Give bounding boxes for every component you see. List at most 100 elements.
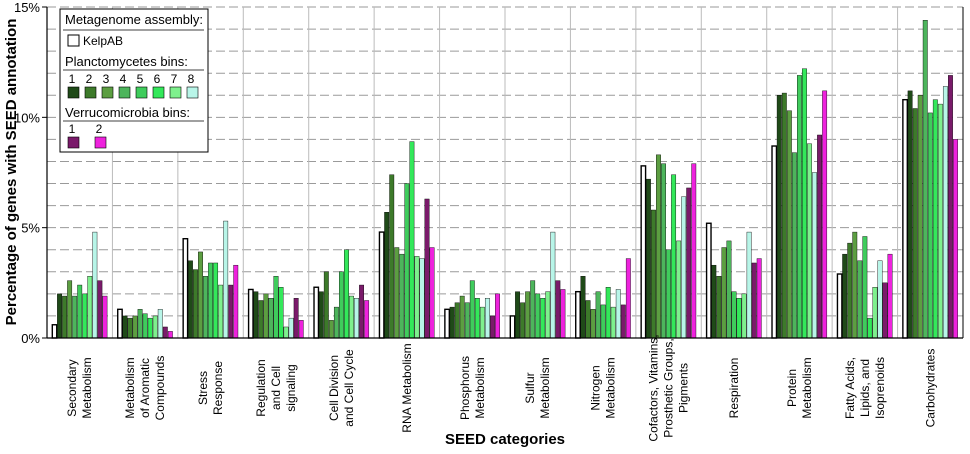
bar xyxy=(67,280,73,339)
bar xyxy=(681,196,687,339)
bar xyxy=(51,324,58,339)
bar xyxy=(872,287,878,339)
x-category-label: Respiration xyxy=(727,358,741,419)
bar xyxy=(948,75,953,339)
bar xyxy=(122,315,128,339)
bar xyxy=(354,298,359,339)
bar xyxy=(686,187,692,339)
bar xyxy=(318,291,324,339)
x-category-label: Secondary xyxy=(65,359,79,416)
bar xyxy=(756,258,762,339)
x-category-label: Metabolism xyxy=(80,357,94,418)
x-category-label: Cofactors, Vitamins, xyxy=(647,334,661,441)
bar xyxy=(912,108,918,339)
bar xyxy=(344,249,349,339)
bar xyxy=(187,260,193,339)
bar xyxy=(62,295,68,339)
bar xyxy=(233,264,239,339)
bar xyxy=(359,284,365,339)
bar xyxy=(449,306,455,339)
bar xyxy=(409,141,415,339)
legend-number: 2 xyxy=(96,122,103,136)
bar xyxy=(791,152,797,339)
bar xyxy=(585,300,591,339)
legend-number: 7 xyxy=(171,72,178,86)
bar xyxy=(671,174,677,339)
bar xyxy=(142,313,148,339)
bar xyxy=(645,178,651,339)
x-category-label: Phosphorus xyxy=(458,356,472,420)
legend-swatch xyxy=(84,86,97,99)
x-category-label: Nitrogen xyxy=(589,365,603,410)
bar xyxy=(424,198,430,339)
bar xyxy=(862,236,868,339)
x-category-label: and Cell xyxy=(269,366,283,410)
bar xyxy=(444,308,451,339)
bar xyxy=(550,231,556,339)
bar xyxy=(97,280,103,339)
bar xyxy=(389,174,395,339)
bar xyxy=(515,291,520,339)
bar xyxy=(87,276,93,339)
bar xyxy=(247,288,254,339)
bar xyxy=(666,249,671,339)
bar xyxy=(193,269,198,339)
legend-number: 1 xyxy=(69,72,76,86)
bar xyxy=(479,306,485,339)
bar xyxy=(333,306,339,339)
x-category-label: Metabolism xyxy=(538,357,552,418)
x-category-label: Lipids, and xyxy=(858,359,872,417)
bar xyxy=(132,315,138,339)
bar xyxy=(661,163,666,339)
bar xyxy=(705,222,712,339)
legend-swatch xyxy=(118,86,131,99)
bar xyxy=(152,315,158,339)
legend-number: 1 xyxy=(69,122,76,136)
bar xyxy=(323,271,329,339)
bar xyxy=(555,280,561,339)
bar xyxy=(162,326,168,339)
bar xyxy=(399,253,405,339)
legend-number: 3 xyxy=(103,72,110,86)
bar xyxy=(182,237,189,339)
legend-group1-title: Metagenome assembly: xyxy=(65,12,203,27)
bar xyxy=(530,280,536,339)
x-category-label: Carbohydrates xyxy=(923,349,937,428)
bar xyxy=(937,103,943,339)
legend-box xyxy=(59,8,209,153)
legend-number: 2 xyxy=(86,72,93,86)
bar xyxy=(117,308,123,339)
bar xyxy=(877,260,883,339)
x-category-label: Response xyxy=(211,361,225,415)
x-category-label: Protein xyxy=(785,369,799,407)
bar xyxy=(253,291,259,339)
legend-swatch xyxy=(135,86,148,99)
bar xyxy=(711,264,717,339)
legend-number: 6 xyxy=(154,72,161,86)
bar xyxy=(751,262,757,339)
x-category-labels: Secondary Metabolism Metabolism of Aromatic… xyxy=(65,334,937,441)
x-category-label: of Aromatic xyxy=(138,358,152,418)
x-category-label: and Cell Cycle xyxy=(342,349,356,427)
bar xyxy=(741,293,747,339)
x-category-label: Cell Division xyxy=(327,355,341,421)
bar xyxy=(776,95,782,339)
bar xyxy=(651,209,656,339)
x-category-label: Compounds xyxy=(153,356,167,421)
bar xyxy=(364,300,370,339)
bar xyxy=(852,231,858,339)
bar xyxy=(384,212,390,339)
bar xyxy=(812,172,817,339)
legend-swatch-kelpab xyxy=(67,34,80,47)
bar xyxy=(92,231,98,339)
bar xyxy=(273,276,279,339)
bar xyxy=(490,315,495,339)
bar xyxy=(691,163,697,339)
bar xyxy=(625,258,631,339)
legend-number: 4 xyxy=(120,72,127,86)
y-axis-title: Percentage of genes with SEED annotation xyxy=(3,19,20,326)
legend-label-kelpab: KelpAB xyxy=(83,34,123,48)
bar xyxy=(917,95,923,339)
bar xyxy=(218,284,224,339)
